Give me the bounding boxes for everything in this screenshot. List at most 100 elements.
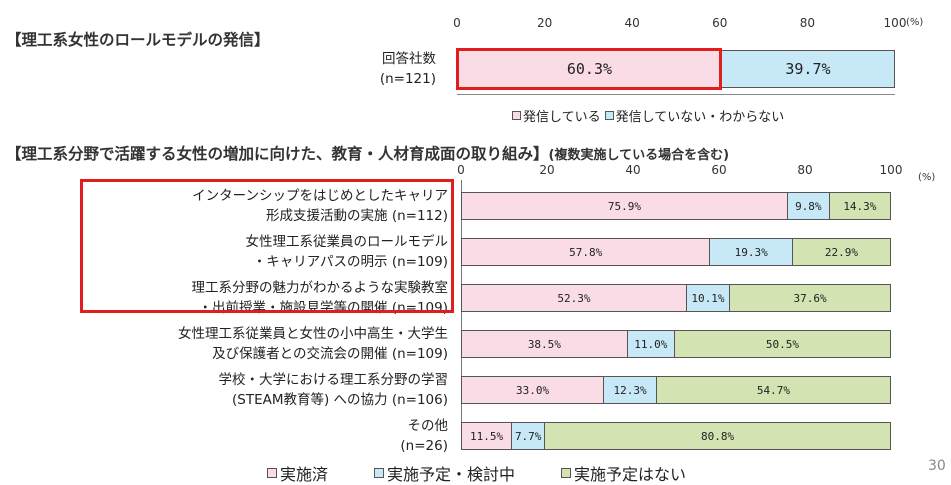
chart2-segment-planned: 7.7% <box>511 423 545 449</box>
chart2-bar: 57.8% 19.3% 22.9% <box>461 238 891 266</box>
chart2-segment-none: 50.5% <box>673 331 890 357</box>
chart2-segment-done: 11.5% <box>462 423 512 449</box>
chart2-value-label: 52.3% <box>557 291 591 305</box>
chart2-title: 【理工系分野で活躍する女性の増加に向けた、教育・人材育成面の取り組み】 <box>6 145 549 163</box>
chart2-value-label: 33.0% <box>516 383 550 397</box>
chart2-value-label: 75.9% <box>607 199 641 213</box>
chart2-segment-none: 22.9% <box>791 239 890 265</box>
chart2-value-label: 9.8% <box>795 199 822 213</box>
chart2-segment-done: 75.9% <box>462 193 787 219</box>
chart2-row-label: その他 (n=26) <box>400 416 448 456</box>
chart1-bar: 60.3% 39.7% <box>457 50 895 88</box>
chart2-tick-label: 20 <box>539 163 555 177</box>
chart2-row-label-line2: ・キャリアパスの明示 (n=109) <box>252 254 448 270</box>
chart1-tick-label: 40 <box>624 16 640 30</box>
chart1-legend-label: 発信していない・わからない <box>615 110 785 125</box>
chart2-bar: 33.0% 12.3% 54.7% <box>461 376 891 404</box>
chart2-value-label: 11.0% <box>634 337 668 351</box>
chart2-legend-item: 実施済 <box>267 461 328 485</box>
chart2-row-label-line1: 理工系分野の魅力がわかるような実験教室 <box>191 280 449 296</box>
chart1-segment-not-sending: 39.7% <box>720 51 894 87</box>
chart1-legend-swatch <box>604 111 614 120</box>
chart2-value-label: 50.5% <box>765 337 799 351</box>
chart2-row-label-line1: その他 <box>407 418 449 434</box>
chart1-tick-label: 20 <box>536 16 553 30</box>
chart2-segment-done: 33.0% <box>462 377 604 403</box>
chart2-tick-label: 60 <box>711 163 727 177</box>
chart2-value-label: 38.5% <box>527 337 561 351</box>
chart2-legend-label: 実施予定はない <box>574 465 687 484</box>
chart2-segment-planned: 12.3% <box>603 377 656 403</box>
chart2-row-label-line2: 形成支援活動の実施 (n=112) <box>266 208 448 224</box>
chart2-legend-swatch <box>561 468 572 478</box>
chart1-row-label: 回答社数 (n=121) <box>380 49 436 89</box>
chart2-legend: 実施済 実施予定・検討中 実施予定はない <box>267 461 686 485</box>
chart2-value-label: 11.5% <box>470 429 504 443</box>
chart1-tick-label: 80 <box>799 16 816 30</box>
chart2-value-label: 10.1% <box>691 291 725 305</box>
chart2-tick-label: 80 <box>797 163 813 177</box>
chart2-row-label-line2: (n=26) <box>400 438 448 454</box>
chart1-legend-item: 発信していない・わからない <box>604 106 785 125</box>
chart2-legend-swatch <box>374 468 385 478</box>
chart2-value-label: 57.8% <box>569 245 603 259</box>
chart1-legend-label: 発信している <box>523 110 601 125</box>
chart2-value-label: 37.6% <box>793 291 827 305</box>
chart1-row-label-line1: 回答社数 <box>382 51 436 67</box>
chart2-bar: 75.9% 9.8% 14.3% <box>461 192 891 220</box>
chart2-row-label: 女性理工系従業員と女性の小中高生・大学生及び保護者との交流会の開催 (n=109… <box>178 324 448 364</box>
chart2-row-label-line1: 女性理工系従業員と女性の小中高生・大学生 <box>178 326 448 342</box>
chart2-value-label: 54.7% <box>756 383 790 397</box>
chart2-segment-planned: 9.8% <box>786 193 829 219</box>
chart2-title-note: (複数実施している場合を含む) <box>548 148 730 163</box>
chart1-legend-item: 発信している <box>512 106 601 125</box>
chart2-segment-done: 57.8% <box>462 239 710 265</box>
chart1-segment-sending: 60.3% <box>458 51 721 87</box>
chart1-legend: 発信している 発信していない・わからない <box>512 106 784 125</box>
chart1-tick-label: 0 <box>453 16 461 30</box>
chart1-axis-line <box>457 94 895 95</box>
chart2-row-label: 学校・大学における理工系分野の学習 (STEAM教育等) への協力 (n=106) <box>219 370 449 410</box>
chart2-segment-planned: 19.3% <box>709 239 792 265</box>
chart2-value-label: 7.7% <box>514 429 542 443</box>
chart2-bar: 11.5% 7.7% 80.8% <box>461 422 891 450</box>
chart1-tick-label: 100 <box>883 16 907 30</box>
chart2-tick-label: 100 <box>879 163 903 177</box>
chart1-tick-label: 60 <box>712 16 728 30</box>
chart2-value-label: 80.8% <box>701 429 735 443</box>
chart2-segment-planned: 10.1% <box>685 285 730 311</box>
chart2-legend-item: 実施予定・検討中 <box>374 461 515 485</box>
chart1-unit: (%) <box>906 17 924 28</box>
chart2-value-label: 14.3% <box>843 199 877 213</box>
chart2-tick-label: 0 <box>457 163 465 177</box>
chart2-legend-label: 実施済 <box>280 465 329 484</box>
chart2-legend-swatch <box>267 468 277 478</box>
chart2-value-label: 22.9% <box>824 245 859 259</box>
chart2-bar: 38.5% 11.0% 50.5% <box>461 330 891 358</box>
chart2-tick-label: 40 <box>625 163 641 177</box>
chart2-legend-item: 実施予定はない <box>561 461 686 485</box>
chart2-row-label-line2: 及び保護者との交流会の開催 (n=109) <box>212 346 448 362</box>
chart2-segment-none: 80.8% <box>544 423 890 449</box>
chart1-legend-swatch <box>512 111 521 120</box>
chart2-segment-none: 37.6% <box>729 285 890 311</box>
chart1-row-label-line2: (n=121) <box>379 71 436 87</box>
chart2-legend-label: 実施予定・検討中 <box>387 465 516 484</box>
chart1-value-label: 60.3% <box>566 60 613 78</box>
highlight-box-chart2 <box>80 179 454 313</box>
chart1-value-label: 39.7% <box>785 60 831 78</box>
chart2-row-label-line1: 学校・大学における理工系分野の学習 <box>218 372 449 388</box>
chart2-title-block: 【理工系分野で活躍する女性の増加に向けた、教育・人材育成面の取り組み】(複数実施… <box>6 142 729 164</box>
chart2-row-label-line2: (STEAM教育等) への協力 (n=106) <box>231 392 448 408</box>
chart2-y-axis-line <box>461 180 462 444</box>
highlight-box-chart1 <box>456 48 722 90</box>
chart2-value-label: 12.3% <box>613 383 647 397</box>
chart2-segment-done: 38.5% <box>462 331 627 357</box>
chart2-segment-none: 14.3% <box>828 193 890 219</box>
chart2-row-label-line1: インターンシップをはじめとしたキャリア <box>192 188 448 204</box>
chart1-title: 【理工系女性のロールモデルの発信】 <box>6 31 270 49</box>
page-number: 30 <box>928 458 946 474</box>
chart2-row-label: 女性理工系従業員のロールモデル ・キャリアパスの明示 (n=109) <box>246 232 449 272</box>
chart2-segment-planned: 11.0% <box>626 331 674 357</box>
chart2-unit: (%) <box>918 172 936 183</box>
